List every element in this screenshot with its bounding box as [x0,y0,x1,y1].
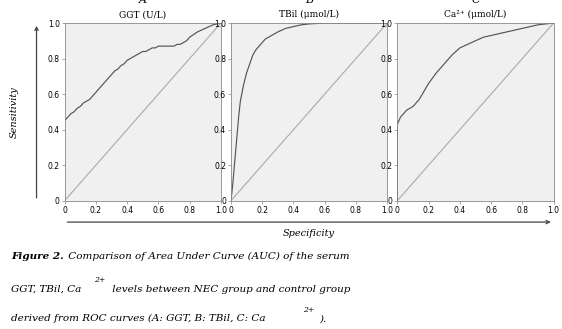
Text: B: B [305,0,313,5]
Text: 2+: 2+ [303,306,315,314]
Text: ).: ). [319,314,327,323]
Text: 2+: 2+ [94,276,106,284]
Text: A: A [139,0,147,5]
Text: TBil (μmol/L): TBil (μmol/L) [279,10,339,19]
Text: C: C [471,0,480,5]
Text: Comparison of Area Under Curve (AUC) of the serum: Comparison of Area Under Curve (AUC) of … [65,252,349,261]
Text: Figure 2.: Figure 2. [11,252,64,261]
Text: derived from ROC curves (A: GGT, B: TBil, C: Ca: derived from ROC curves (A: GGT, B: TBil… [11,314,266,323]
Text: Specificity: Specificity [283,229,335,238]
Text: GGT, TBil, Ca: GGT, TBil, Ca [11,285,81,293]
Text: GGT (U/L): GGT (U/L) [119,10,166,19]
Text: Sensitivity: Sensitivity [10,86,19,138]
Text: Ca²⁺ (μmol/L): Ca²⁺ (μmol/L) [445,10,506,19]
Text: levels between NEC group and control group: levels between NEC group and control gro… [109,285,350,293]
